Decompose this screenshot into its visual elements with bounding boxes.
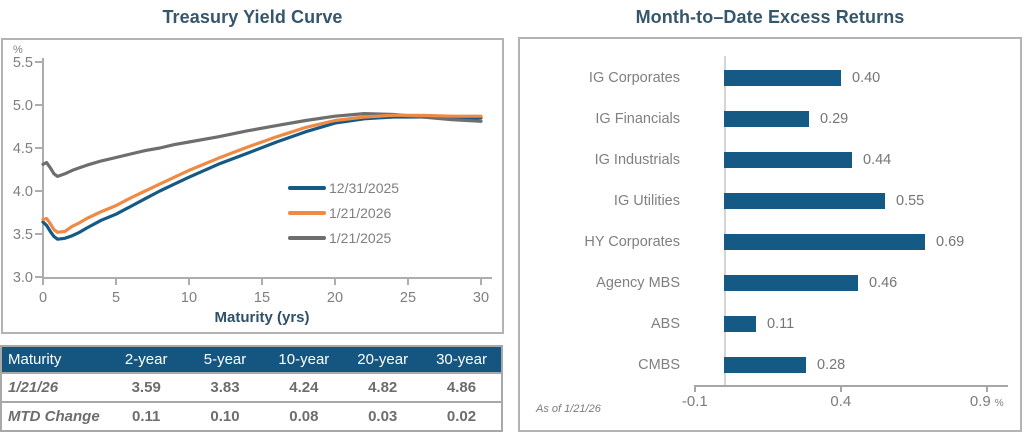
yield-curve-title: Treasury Yield Curve <box>162 7 343 27</box>
legend-swatch-orange <box>288 210 326 215</box>
legend-swatch-blue <box>288 185 326 190</box>
y-tick-label: 4.5 <box>13 141 33 157</box>
cell-value: 0.10 <box>210 408 240 425</box>
table-header-maturity: Maturity <box>8 351 62 368</box>
bar-ig-corporates <box>724 70 841 86</box>
bar-category-label: ABS <box>650 316 680 332</box>
x-tick-label: 15 <box>254 290 270 306</box>
table-header-30yr: 30-year <box>436 351 487 368</box>
legend-item-12-31-2025: 12/31/2025 <box>288 176 399 201</box>
table-row-mtd-change: MTD Change 0.11 0.10 0.08 0.03 0.02 <box>2 401 501 430</box>
table-header-5yr: 5-year <box>203 351 247 368</box>
legend-label: 1/21/2026 <box>329 205 392 221</box>
bar-category-label: IG Utilities <box>613 193 680 209</box>
cell-value: 4.86 <box>446 379 477 396</box>
cell-value: 4.82 <box>368 379 398 396</box>
bar-category-label: HY Corporates <box>584 234 680 250</box>
excess-returns-title: Month-to–Date Excess Returns <box>635 7 905 27</box>
x-tick-label: -0.1 <box>681 393 708 410</box>
table-header-2yr: 2-year <box>124 351 168 368</box>
row-label: MTD Change <box>8 408 100 425</box>
y-tick-label: 5.5 <box>13 55 33 71</box>
bar-ig-utilities <box>724 193 885 209</box>
bar-category-label: IG Corporates <box>588 70 680 86</box>
bar-category-label: Agency MBS <box>596 275 680 291</box>
bar-category-label: IG Industrials <box>594 152 680 168</box>
legend-item-1-21-2025: 1/21/2025 <box>288 226 399 251</box>
legend-item-1-21-2026: 1/21/2026 <box>288 201 399 226</box>
y-axis-unit-label: % <box>13 44 23 56</box>
y-tick-label: 3.5 <box>13 227 33 243</box>
bar-cmbs <box>724 357 806 373</box>
x-tick <box>839 385 842 392</box>
x-tick-label: 0 <box>39 290 47 306</box>
y-tick-label: 5.0 <box>13 98 33 114</box>
x-tick-label: 20 <box>327 290 343 306</box>
y-tick-label: 4.0 <box>13 184 33 200</box>
yield-curve-legend: 12/31/2025 1/21/2026 1/21/2025 <box>288 176 399 251</box>
yield-line-1-21-2025 <box>41 112 483 178</box>
excess-returns-panel: IG Corporates 0.40 IG Financials 0.29 IG Ind… <box>518 37 1022 432</box>
yield-line-12-31-2025 <box>41 115 483 241</box>
bar-agency-mbs <box>724 275 858 291</box>
bar-category-label: CMBS <box>638 357 680 373</box>
row-label: 1/21/26 <box>8 379 59 396</box>
x-tick-label: 0.4 <box>830 393 852 410</box>
table-row-current: 1/21/26 3.59 3.83 4.24 4.82 4.86 <box>2 372 501 401</box>
axis-unit-label: % <box>994 398 1004 409</box>
x-tick <box>693 385 696 392</box>
table-header-20yr: 20-year <box>357 351 409 368</box>
cell-value: 3.59 <box>131 379 161 396</box>
bar-value-label: 0.28 <box>817 357 846 373</box>
cell-value: 0.11 <box>132 408 161 425</box>
x-tick-label: 5 <box>112 290 120 306</box>
cell-value: 3.83 <box>210 379 240 396</box>
bar-value-label: 0.55 <box>896 193 925 209</box>
zero-baseline <box>724 56 726 385</box>
bar-value-label: 0.69 <box>936 234 965 250</box>
x-tick-label: 0.9% <box>969 393 1004 410</box>
bar-ig-industrials <box>724 152 852 168</box>
x-axis-title: Maturity (yrs) <box>214 309 310 326</box>
x-axis-line <box>694 385 1008 387</box>
x-tick <box>985 385 988 392</box>
legend-swatch-gray <box>288 235 326 240</box>
x-tick-label: 25 <box>400 290 416 306</box>
cell-value: 4.24 <box>289 379 319 396</box>
cell-value: 0.03 <box>368 408 398 425</box>
yield-curve-plot: 5.5 5.0 4.5 4.0 3.5 3.0 0 5 10 15 20 25 30% <box>13 44 492 306</box>
bar-abs <box>724 316 756 332</box>
cell-value: 0.08 <box>289 408 319 425</box>
bar-category-label: IG Financials <box>595 111 680 127</box>
table-header-row: Maturity 2-year 5-year 10-year 20-year 3… <box>2 347 501 372</box>
y-tick-label: 3.0 <box>13 270 33 286</box>
yield-summary-table: Maturity 2-year 5-year 10-year 20-year 3… <box>0 345 503 432</box>
legend-label: 1/21/2025 <box>329 230 392 246</box>
bar-value-label: 0.46 <box>869 275 898 291</box>
cell-value: 0.02 <box>446 408 477 425</box>
x-tick-label: 30 <box>473 290 489 306</box>
bar-value-label: 0.29 <box>820 111 849 127</box>
as-of-footnote: As of 1/21/26 <box>536 403 601 415</box>
yield-line-1-21-2026 <box>41 113 483 234</box>
bar-hy-corporates <box>724 234 925 250</box>
x-tick-label: 10 <box>181 290 197 306</box>
yield-curve-panel: 5.5 5.0 4.5 4.0 3.5 3.0 0 5 10 15 20 25 30% 12/31/20… <box>1 38 504 334</box>
bar-value-label: 0.44 <box>863 152 892 168</box>
bar-ig-financials <box>724 111 809 127</box>
bar-value-label: 0.11 <box>767 316 795 332</box>
bar-value-label: 0.40 <box>852 70 881 86</box>
table-header-10yr: 10-year <box>278 351 330 368</box>
legend-label: 12/31/2025 <box>329 180 400 196</box>
